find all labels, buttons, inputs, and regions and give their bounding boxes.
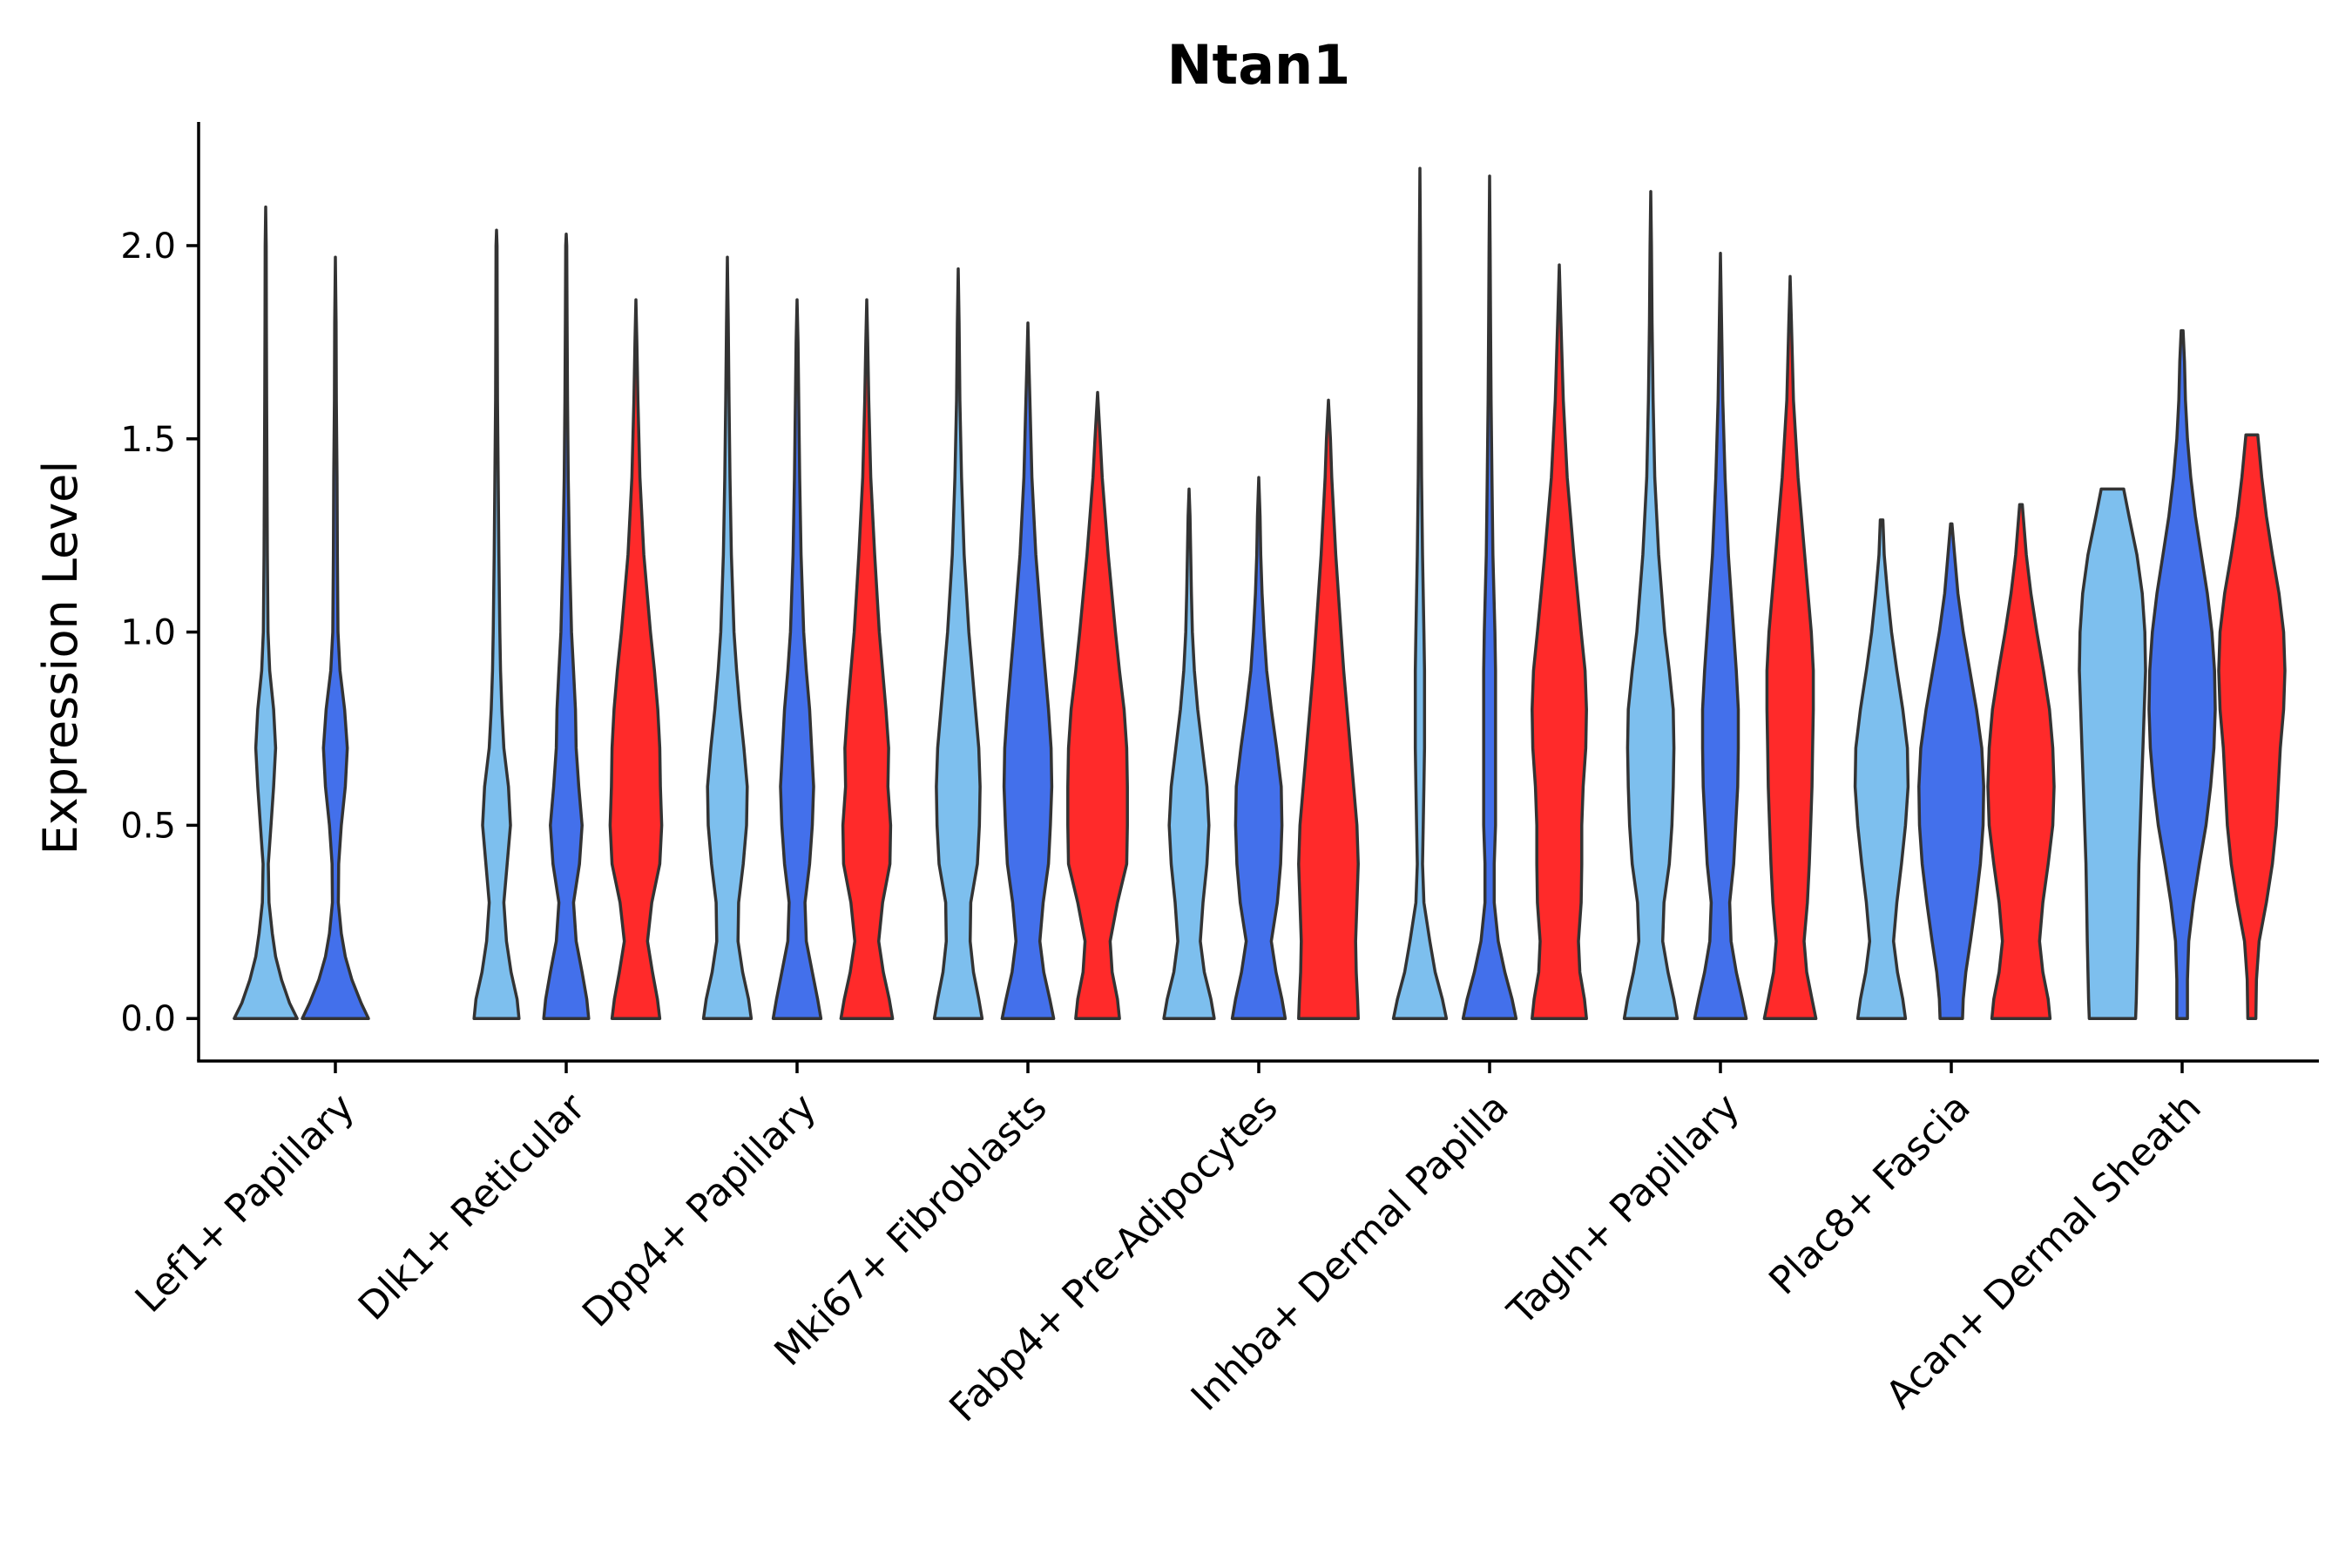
violin-8-0 [2078, 487, 2147, 1020]
y-ticks: 0.0 0.5 1.0 1.5 2.0 [120, 226, 199, 1039]
violin-8-2 [2217, 433, 2287, 1020]
violin-0-1 [301, 255, 370, 1020]
y-tick-label: 1.0 [120, 613, 176, 653]
violin-6-2 [1762, 274, 1818, 1020]
violin-1-0 [472, 228, 521, 1020]
violin-6-0 [1622, 190, 1680, 1020]
violin-8-1 [2147, 328, 2217, 1020]
violin-5-2 [1531, 263, 1588, 1020]
violin-7-2 [1986, 503, 2056, 1020]
violins-layer [233, 166, 2287, 1020]
y-tick-label: 0.5 [120, 806, 176, 846]
y-tick-label: 2.0 [120, 226, 176, 267]
x-tick-label: Dlk1+ Reticular [350, 1085, 595, 1329]
violin-5-1 [1461, 174, 1518, 1020]
y-axis-label: Expression Level [33, 461, 88, 855]
violin-7-0 [1853, 518, 1910, 1020]
y-tick-label: 1.5 [120, 420, 176, 460]
violin-6-1 [1693, 252, 1748, 1020]
violin-2-0 [701, 255, 754, 1020]
violin-4-0 [1162, 487, 1216, 1020]
violin-2-1 [771, 298, 823, 1020]
x-tick-label: Lef1+ Papillary [127, 1085, 363, 1321]
violin-4-2 [1297, 398, 1360, 1020]
violin-3-1 [1000, 321, 1056, 1020]
violin-4-1 [1230, 476, 1288, 1020]
x-tick-label: Plac8+ Fascia [1761, 1085, 1979, 1304]
violin-1-1 [542, 232, 591, 1020]
violin-5-0 [1391, 166, 1449, 1020]
violin-7-1 [1917, 522, 1985, 1020]
x-tick-label: Tagln+ Papillary [1499, 1085, 1748, 1335]
violin-3-2 [1066, 390, 1129, 1020]
violin-2-2 [839, 298, 895, 1020]
x-tick-label: Dpp4+ Papillary [574, 1085, 825, 1336]
violin-0-0 [233, 205, 299, 1020]
y-tick-label: 0.0 [120, 999, 176, 1039]
violin-3-0 [932, 267, 984, 1020]
violin-1-2 [608, 298, 664, 1020]
chart-title: Ntan1 [1167, 33, 1351, 97]
